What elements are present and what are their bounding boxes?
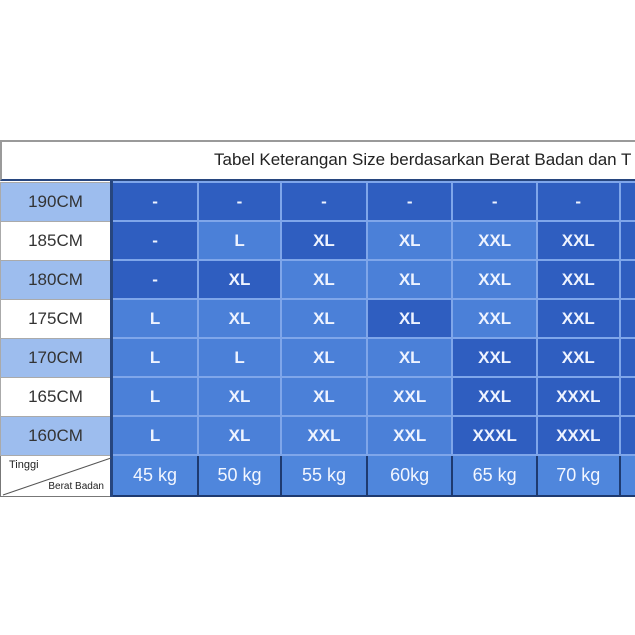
cut-off-cell: [618, 337, 635, 378]
size-cell: XL: [366, 298, 454, 339]
size-cell: XXL: [451, 220, 538, 261]
size-cell: XL: [197, 376, 282, 417]
size-cell: XXL: [451, 376, 538, 417]
size-cell: L: [197, 337, 282, 378]
size-cell: -: [279, 181, 369, 222]
size-cell: XXL: [366, 415, 454, 456]
size-cell: XL: [279, 259, 369, 300]
size-cell: XL: [197, 298, 282, 339]
cut-off-cell: [618, 220, 635, 261]
size-cell: XXL: [535, 298, 621, 339]
table-row: 170CM L L XL XL XXL XXL: [0, 337, 635, 378]
size-cell: XXL: [279, 415, 369, 456]
size-cell: -: [535, 181, 621, 222]
size-cell: XL: [279, 376, 369, 417]
size-cell: XXXL: [451, 415, 538, 456]
weight-label: 70 kg: [535, 454, 621, 497]
size-cell: -: [110, 220, 200, 261]
size-cell: XXXL: [535, 415, 621, 456]
size-cell: XXL: [451, 259, 538, 300]
size-cell: -: [110, 259, 200, 300]
size-table: 190CM - - - - - -185CM - L XL XL XXL XXL 180CM - XL XL XL…: [0, 181, 635, 497]
weight-label: 60kg: [366, 454, 454, 497]
table-row: 160CM L XL XXL XXL XXXL XXXL: [0, 415, 635, 456]
size-cell: L: [110, 415, 200, 456]
height-label: 175CM: [0, 298, 113, 339]
cut-off-cell: [618, 259, 635, 300]
size-cell: L: [110, 337, 200, 378]
size-cell: -: [197, 181, 282, 222]
size-cell: XL: [197, 415, 282, 456]
height-label: 190CM: [0, 181, 113, 222]
size-cell: XL: [279, 298, 369, 339]
cut-off-cell: [618, 415, 635, 456]
size-cell: -: [366, 181, 454, 222]
cut-off-cell: [618, 181, 635, 222]
size-cell: L: [110, 298, 200, 339]
height-axis-label: Tinggi: [9, 458, 39, 471]
size-cell: XL: [279, 337, 369, 378]
size-cell: -: [110, 181, 200, 222]
size-cell: XXL: [366, 376, 454, 417]
height-label: 180CM: [0, 259, 113, 300]
size-chart: Tabel Keterangan Size berdasarkan Berat …: [0, 140, 635, 497]
weight-label: 65 kg: [451, 454, 538, 497]
weight-row: Tinggi Berat Badan 45 kg 50 kg 55 kg 60kg 65 k…: [0, 454, 635, 497]
weight-label: 50 kg: [197, 454, 282, 497]
weight-label: 45 kg: [110, 454, 200, 497]
table-title: Tabel Keterangan Size berdasarkan Berat …: [214, 150, 632, 169]
size-cell: XXL: [535, 220, 621, 261]
cut-off-cell: [618, 454, 635, 497]
size-cell: XL: [279, 220, 369, 261]
cut-off-cell: [618, 298, 635, 339]
size-cell: XL: [197, 259, 282, 300]
size-cell: XXL: [451, 337, 538, 378]
table-row: 165CM L XL XL XXL XXL XXXL: [0, 376, 635, 417]
height-label: 160CM: [0, 415, 113, 456]
size-cell: XL: [366, 220, 454, 261]
size-cell: XXL: [451, 298, 538, 339]
weight-axis-label: Berat Badan: [48, 480, 104, 492]
title-row: Tabel Keterangan Size berdasarkan Berat …: [0, 140, 635, 181]
corner-cell: Tinggi Berat Badan: [0, 454, 113, 497]
size-cell: XL: [366, 337, 454, 378]
height-label: 185CM: [0, 220, 113, 261]
size-cell: -: [451, 181, 538, 222]
diagonal-divider: [2, 457, 112, 495]
size-cell: L: [110, 376, 200, 417]
height-label: 165CM: [0, 376, 113, 417]
table-row: 180CM - XL XL XL XXL XXL: [0, 259, 635, 300]
table-row: 175CM L XL XL XL XXL XXL: [0, 298, 635, 339]
table-row: 185CM - L XL XL XXL XXL: [0, 220, 635, 261]
size-cell: XXL: [535, 337, 621, 378]
cut-off-cell: [618, 376, 635, 417]
size-cell: XL: [366, 259, 454, 300]
height-label: 170CM: [0, 337, 113, 378]
table-row: 190CM - - - - - -: [0, 181, 635, 222]
size-cell: XXXL: [535, 376, 621, 417]
size-cell: L: [197, 220, 282, 261]
size-cell: XXL: [535, 259, 621, 300]
weight-label: 55 kg: [279, 454, 369, 497]
